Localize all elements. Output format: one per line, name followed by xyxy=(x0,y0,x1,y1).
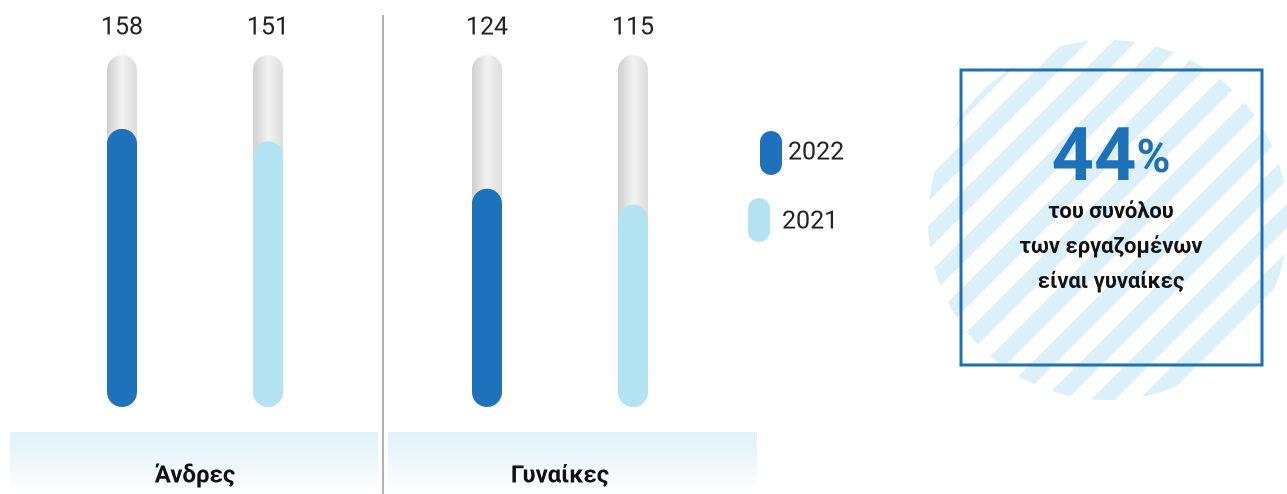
callout-value: 44% xyxy=(1052,112,1171,199)
bar xyxy=(472,188,502,407)
legend-marker xyxy=(748,198,770,242)
category-label: Άνδρες xyxy=(155,460,235,488)
callout-bg xyxy=(928,40,1287,400)
callout-text: των εργαζομένων xyxy=(1019,234,1202,259)
callout-text: είναι γυναίκες xyxy=(1038,269,1185,294)
value-label: 151 xyxy=(247,13,289,42)
bar xyxy=(253,141,283,408)
category-band xyxy=(10,432,378,494)
bar xyxy=(618,204,648,407)
category-label: Γυναίκες xyxy=(511,460,609,488)
legend-label: 2021 xyxy=(782,207,838,236)
value-label: 124 xyxy=(466,13,508,42)
legend-label: 2022 xyxy=(788,138,844,167)
value-label: 158 xyxy=(101,13,143,42)
value-label: 115 xyxy=(612,13,654,42)
category-band xyxy=(388,432,757,494)
legend-marker xyxy=(760,131,782,175)
callout-box xyxy=(959,68,1264,367)
bar xyxy=(107,128,137,408)
callout-text: του συνόλου xyxy=(1048,199,1174,224)
